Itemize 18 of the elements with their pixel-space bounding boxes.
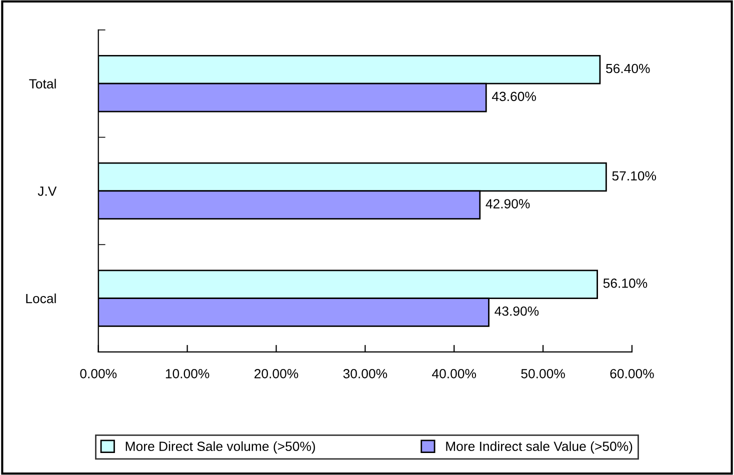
x-tick-label: 10.00% — [166, 368, 210, 378]
data-label: 56.40% — [606, 64, 650, 74]
x-tick-label: 20.00% — [254, 368, 298, 378]
y-tick-label: J.V — [38, 186, 57, 196]
legend-label: More Direct Sale volume (>50%) — [126, 441, 315, 454]
y-tick-label: Total — [29, 78, 56, 89]
legend-label: More Indirect sale Value (>50%) — [446, 441, 632, 454]
data-label: 43.90% — [494, 306, 539, 316]
data-label: 57.10% — [612, 171, 656, 181]
x-tick-label: 30.00% — [343, 368, 388, 378]
x-tick-label: 40.00% — [432, 368, 476, 378]
data-label: 43.60% — [492, 92, 536, 102]
x-tick-label: 60.00% — [610, 368, 654, 378]
x-tick-label: 0.00% — [80, 368, 117, 378]
data-label: 42.90% — [486, 199, 530, 208]
x-tick-label: 50.00% — [521, 368, 565, 378]
y-tick-label: Local — [26, 294, 56, 304]
data-label: 56.10% — [603, 278, 648, 288]
